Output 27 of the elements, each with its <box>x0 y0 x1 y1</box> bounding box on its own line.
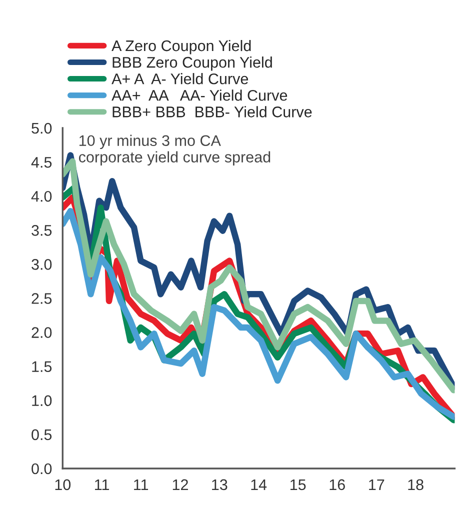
y-tick-label: 3.5 <box>32 225 52 236</box>
y-tick-label: 4.5 <box>31 157 52 168</box>
x-tick-label: 11 <box>95 479 109 490</box>
y-tick-label: 3.0 <box>32 259 52 270</box>
y-tick-label: 0.5 <box>32 429 52 440</box>
x-tick-label: 12 <box>172 479 188 490</box>
x-tick-label: 11 <box>134 479 148 490</box>
annotation: 10 yr minus 3 mo CA corporate yield curve spread <box>78 134 270 166</box>
y-tick-label: 5.0 <box>32 122 52 134</box>
x-tick-label: 16 <box>330 479 345 490</box>
legend-label: BBB Zero Coupon Yield <box>112 56 272 71</box>
y-tick-label: 4.0 <box>31 190 52 202</box>
y-tick-label: 1.5 <box>32 361 52 372</box>
legend-label: AA+ AA AA- Yield Curve <box>112 90 288 101</box>
x-tick-label: 13 <box>212 479 228 490</box>
y-tick-label: 1.0 <box>32 395 52 406</box>
legend-label: BBB+ BBB BBB- Yield Curve <box>112 106 312 118</box>
x-tick-label: 14 <box>251 479 267 490</box>
x-tick-label: 15 <box>290 479 306 490</box>
x-tick-label: 18 <box>408 479 424 490</box>
x-tick-label: 17 <box>369 479 384 490</box>
y-tick-label: 2.5 <box>32 293 52 304</box>
y-tick-label: 2.0 <box>32 327 52 338</box>
legend-label: A Zero Coupon Yield <box>112 40 251 54</box>
x-tick-label: 10 <box>55 479 71 490</box>
y-tick-label: 0.0 <box>32 463 52 474</box>
legend-label: A+ A A- Yield Curve <box>112 73 248 84</box>
